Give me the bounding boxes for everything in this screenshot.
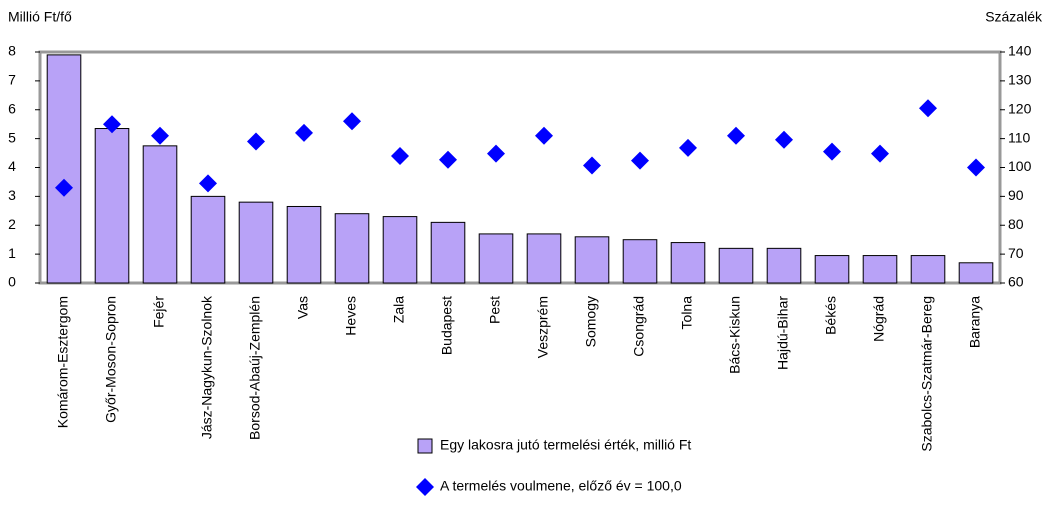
diamond (247, 132, 265, 151)
bar (670, 242, 706, 284)
y-tick-label: 0 (8, 274, 16, 290)
y-tick-label: 4 (8, 158, 16, 174)
bar (46, 54, 82, 284)
y2-tick-label: 60 (1008, 274, 1024, 290)
x-tick-label: Szabolcs-Szatmár-Bereg (919, 296, 935, 452)
diamond (151, 126, 169, 145)
diamond (823, 142, 841, 161)
bar (430, 221, 466, 284)
y2-axis-label: Százalék (985, 9, 1043, 25)
diamond (919, 99, 937, 118)
y2-tick-label: 100 (1008, 158, 1032, 174)
y-tick-label: 3 (8, 187, 16, 203)
x-tick-label: Budapest (439, 296, 455, 355)
diamond (439, 150, 457, 169)
x-tick-label: Borsod-Abaúj-Zemplén (247, 296, 263, 440)
y2-tick-label: 130 (1008, 72, 1032, 88)
x-tick-label: Bács-Kiskun (727, 296, 743, 374)
bar (286, 205, 322, 284)
bar (814, 255, 850, 284)
y2-tick-label: 90 (1008, 187, 1024, 203)
bar (526, 233, 562, 284)
bar (94, 128, 130, 284)
bar (718, 247, 754, 284)
x-tick-label: Fejér (151, 296, 167, 328)
legend-swatch (417, 438, 433, 454)
x-tick-label: Nógrád (871, 296, 887, 342)
y2-tick-label: 80 (1008, 216, 1024, 232)
x-tick-label: Vas (295, 296, 311, 319)
x-tick-label: Baranya (967, 296, 983, 348)
bar (238, 201, 274, 284)
diamond (487, 144, 505, 163)
bar (862, 255, 898, 284)
legend-label: A termelés voulmene, előző év = 100,0 (440, 478, 682, 494)
legend-label: Egy lakosra jutó termelési érték, millió… (440, 437, 691, 453)
x-tick-label: Heves (343, 296, 359, 336)
diamond (535, 126, 553, 145)
diamond (631, 151, 649, 170)
diamond (583, 156, 601, 175)
x-tick-label: Jász-Nagykun-Szolnok (199, 295, 215, 439)
x-tick-label: Somogy (583, 296, 599, 347)
diamond (727, 126, 745, 145)
bar (766, 247, 802, 284)
diamond (295, 123, 313, 142)
diamond (55, 178, 73, 197)
x-tick-label: Csongrád (631, 296, 647, 357)
y2-tick-label: 140 (1008, 43, 1032, 59)
legend-swatch (416, 478, 434, 496)
diamond (871, 144, 889, 163)
diamond (391, 146, 409, 165)
y2-tick-label: 70 (1008, 245, 1024, 261)
bar (142, 145, 178, 284)
diamond (679, 138, 697, 157)
y-tick-label: 2 (8, 216, 16, 232)
y2-tick-label: 120 (1008, 100, 1032, 116)
plot-area (38, 50, 1002, 285)
x-tick-label: Békés (823, 296, 839, 335)
diamond (775, 130, 793, 149)
bar (334, 213, 370, 284)
bar (958, 262, 994, 284)
y-tick-label: 7 (8, 72, 16, 88)
bar (622, 239, 658, 284)
y-tick-label: 1 (8, 245, 16, 261)
diamond (103, 115, 121, 134)
y2-tick-label: 110 (1008, 129, 1031, 145)
x-tick-label: Veszprém (535, 296, 551, 358)
y-tick-label: 6 (8, 100, 16, 116)
bar (910, 255, 946, 284)
bar (574, 236, 610, 284)
x-tick-label: Tolna (679, 296, 695, 330)
bar (190, 195, 226, 284)
y-tick-label: 8 (8, 43, 16, 59)
diamond (343, 112, 361, 131)
diamond (967, 158, 985, 177)
x-tick-label: Hajdú-Bihar (775, 296, 791, 370)
bar (478, 233, 514, 284)
y-axis-label: Millió Ft/fő (8, 9, 72, 25)
bar (382, 216, 418, 284)
x-tick-label: Győr-Moson-Sopron (103, 296, 119, 423)
x-tick-label: Pest (487, 296, 503, 324)
diamond (199, 174, 217, 193)
x-tick-label: Zala (391, 296, 407, 323)
x-tick-label: Komárom-Esztergom (55, 296, 71, 428)
y-tick-label: 5 (8, 129, 16, 145)
